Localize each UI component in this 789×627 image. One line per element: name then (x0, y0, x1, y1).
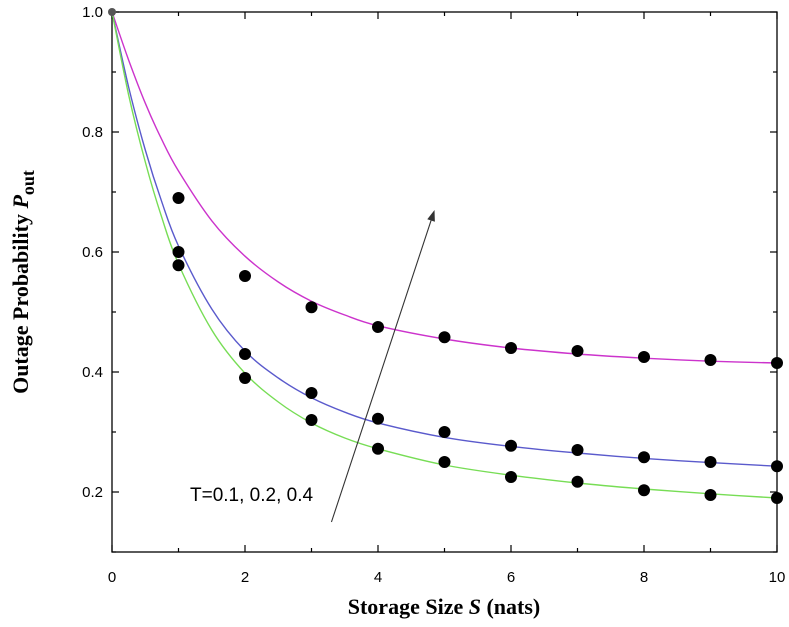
data-point (704, 354, 717, 366)
data-point (571, 444, 584, 456)
data-point (172, 259, 185, 272)
y-tick-label: 0.6 (82, 244, 103, 261)
series-line (111, 11, 778, 499)
axis-ticks: 0 2 4 6 8 10 0.2 0.4 0.6 0.8 1.0 (82, 4, 785, 586)
x-tick-label: 4 (374, 569, 382, 586)
data-point (638, 451, 650, 464)
origin-point (108, 8, 116, 16)
data-point (771, 357, 783, 369)
y-tick-label: 0.2 (82, 484, 103, 501)
data-point (305, 387, 318, 399)
x-tick-label: 10 (769, 569, 786, 586)
y-tick-label: 0.4 (82, 364, 103, 381)
y-tick-label: 1.0 (82, 4, 103, 21)
data-point (505, 342, 517, 354)
data-point (771, 492, 783, 504)
data-point (505, 471, 517, 483)
data-point (305, 414, 318, 426)
series-line (111, 11, 778, 467)
data-point (438, 426, 451, 438)
data-point (438, 456, 451, 468)
data-point (372, 412, 384, 425)
data-point (571, 475, 584, 488)
data-point (239, 348, 251, 360)
data-point (438, 331, 451, 344)
plot-frame (111, 11, 778, 553)
data-point (571, 345, 584, 357)
data-point (638, 351, 650, 363)
y-tick-label: 0.8 (82, 124, 103, 141)
arrow-head (427, 210, 435, 222)
series-curves (111, 11, 778, 499)
x-tick-label: 0 (108, 569, 116, 586)
data-point (172, 246, 185, 258)
y-axis-title: Outage Probability Pout (8, 170, 38, 394)
data-point (704, 489, 717, 501)
data-point (638, 484, 650, 497)
trend-arrow (330, 210, 435, 523)
series-points (108, 8, 783, 504)
annotation-label: T=0.1, 0.2, 0.4 (190, 485, 313, 506)
data-point (239, 270, 251, 282)
data-point (239, 372, 251, 384)
x-tick-label: 8 (640, 569, 648, 586)
data-point (305, 301, 318, 314)
data-point (372, 442, 384, 455)
data-point (372, 321, 384, 333)
data-point (172, 192, 185, 204)
data-point (704, 456, 717, 468)
series-line (111, 11, 778, 364)
x-tick-label: 6 (507, 569, 515, 586)
data-point (505, 439, 517, 452)
x-tick-label: 2 (241, 569, 249, 586)
x-axis-title: Storage Size S (nats) (348, 594, 541, 619)
data-point (771, 460, 783, 473)
arrow-shaft (330, 220, 432, 523)
